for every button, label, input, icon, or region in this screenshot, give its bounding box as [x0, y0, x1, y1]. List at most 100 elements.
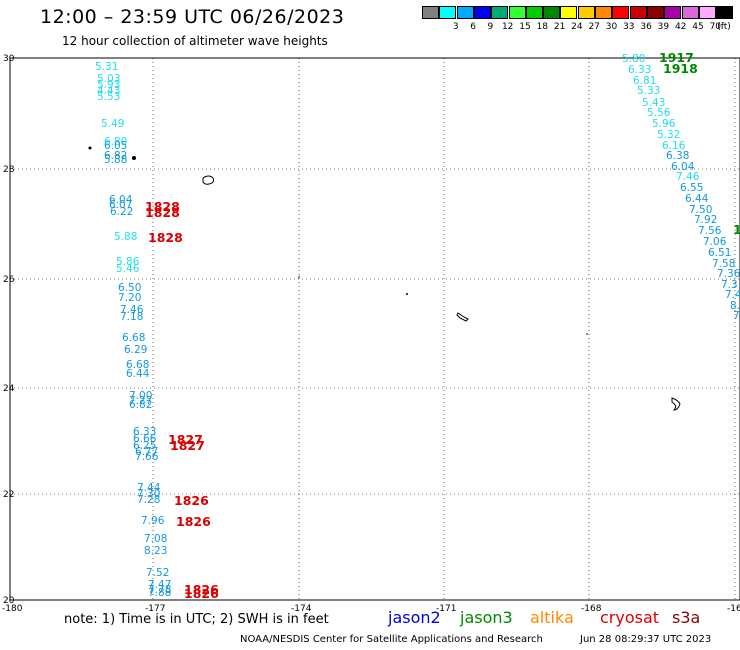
island-dot [88, 146, 92, 150]
legend-label: 15 [519, 22, 531, 32]
satellite-s3a: s3a [672, 608, 701, 627]
legend-label: 3 [452, 22, 459, 32]
wave-height-value: 5.88 [104, 154, 127, 166]
legend-swatch [422, 6, 439, 19]
lon-label: -177 [145, 604, 165, 614]
wave-height-value: 7.18 [120, 311, 143, 323]
wave-height-value: 7.50 [689, 204, 712, 216]
legend-swatch [473, 6, 491, 19]
wave-height-value: 7.00 [129, 390, 152, 402]
wave-height-value: 6.29 [124, 344, 147, 356]
wave-height-value: 5.56 [647, 107, 671, 119]
credit-text: NOAA/NESDIS Center for Satellite Applica… [240, 634, 543, 645]
wave-height-value: 5.31 [95, 61, 118, 73]
island-shape [202, 175, 214, 185]
wave-height-value: 6.44 [126, 368, 150, 380]
pass-time-label: 1918 [663, 61, 698, 76]
island-dot [298, 276, 300, 278]
lat-label: 24 [3, 384, 15, 394]
wave-height-value: 6.55 [680, 182, 703, 194]
island-shape [671, 397, 681, 411]
lon-label: -171 [436, 604, 456, 614]
legend-swatch [525, 6, 543, 19]
legend-swatch [543, 6, 561, 19]
legend-swatch [646, 6, 664, 19]
wave-height-value: 5.03 [97, 73, 120, 85]
wave-height-value: 7.46 [676, 171, 700, 183]
legend-label: 21 [553, 22, 566, 32]
wave-height-value: 6.16 [662, 140, 686, 152]
wave-height-value: 6.81 [633, 75, 656, 87]
wave-height-value: 7.36 [717, 268, 740, 280]
island-dot [586, 333, 588, 335]
legend-label: 39 [657, 22, 670, 32]
legend-swatch [439, 6, 457, 19]
pass-time-label: 1826 [184, 582, 219, 597]
satellite-jason2: jason2 [388, 608, 441, 627]
pass-time-label: 1828 [145, 199, 180, 214]
wave-height-value: 6.82 [104, 150, 127, 162]
wave-height-value: 7 [733, 310, 740, 322]
legend-label: 42 [674, 22, 687, 32]
wave-height-value: 7.30 [137, 488, 160, 500]
page-title: 12:00 – 23:59 UTC 06/26/2023 [40, 6, 345, 28]
timestamp-text: Jun 28 08:29:37 UTC 2023 [580, 634, 712, 645]
pass-time-label: 1826 [184, 586, 219, 601]
legend-label: 24 [571, 22, 583, 32]
wave-height-value: 7.78 [148, 584, 171, 596]
wave-height-value: 7.96 [141, 515, 165, 527]
wave-height-value: 8.23 [144, 545, 167, 557]
islands [88, 146, 681, 411]
satellite-cryosat: cryosat [600, 608, 660, 627]
legend-swatch [595, 6, 612, 19]
legend-label: 45 [692, 22, 704, 32]
wave-height-value: 7.20 [118, 292, 141, 304]
wave-height-value: 6.68 [126, 359, 149, 371]
legend-swatch [716, 6, 734, 19]
wave-height-value: 6.80 [104, 136, 127, 148]
legend-label: 30 [605, 22, 618, 32]
observation-labels: 5.315.035.934.435.535.496.806.056.825.88… [95, 50, 740, 601]
wave-height-value: 4.43 [97, 85, 120, 97]
wave-height-value: 6.77 [135, 446, 158, 458]
wave-height-value: 7.56 [698, 225, 722, 237]
satellite-jason3: jason3 [460, 608, 513, 627]
legend-label: 12 [501, 22, 514, 32]
wave-height-value: 6.51 [708, 247, 731, 259]
wave-height-value: 7.06 [703, 236, 727, 248]
pass-time-label: 1826 [174, 493, 209, 508]
wave-height-value: 6.33 [133, 426, 156, 438]
legend-label: 70 [709, 22, 722, 32]
wave-height-value: 7.08 [144, 533, 167, 545]
legend-label: 33 [623, 22, 635, 32]
lon-label: -180 [2, 604, 23, 614]
lat-label: 22 [3, 490, 14, 500]
wave-height-value: 5.80 [622, 53, 645, 65]
wave-height-value: 6.22 [110, 206, 133, 218]
grid-lines [9, 57, 740, 601]
legend-swatch [491, 6, 509, 19]
wave-height-value: 5.32 [657, 129, 680, 141]
wave-height-value: 5.53 [97, 91, 120, 103]
wave-height-value: 6.50 [118, 282, 141, 294]
wave-height-value: 7.66 [135, 451, 159, 463]
legend-label: 6 [470, 22, 476, 32]
legend-swatch [508, 6, 526, 19]
legend-swatch [456, 6, 474, 19]
lat-label: 28 [3, 165, 15, 175]
wave-height-value: 7.46 [120, 304, 144, 316]
wave-height-value: 6.44 [685, 193, 709, 205]
wave-height-value: 7.88 [148, 587, 171, 599]
legend-swatch [577, 6, 595, 19]
legend-swatch [612, 6, 630, 19]
pass-time-label: 1828 [148, 230, 183, 245]
wave-height-value: 7.27 [129, 395, 152, 407]
legend-label: 36 [640, 22, 652, 32]
wave-height-value: 6.82 [129, 399, 152, 411]
footer-note: note: 1) Time is in UTC; 2) SWH is in fe… [64, 612, 329, 627]
wave-height-value: 5.33 [637, 85, 660, 97]
pass-time-label: 1827 [168, 432, 203, 447]
wave-height-value: 7.47 [148, 579, 171, 591]
lat-label: 30 [3, 54, 15, 64]
